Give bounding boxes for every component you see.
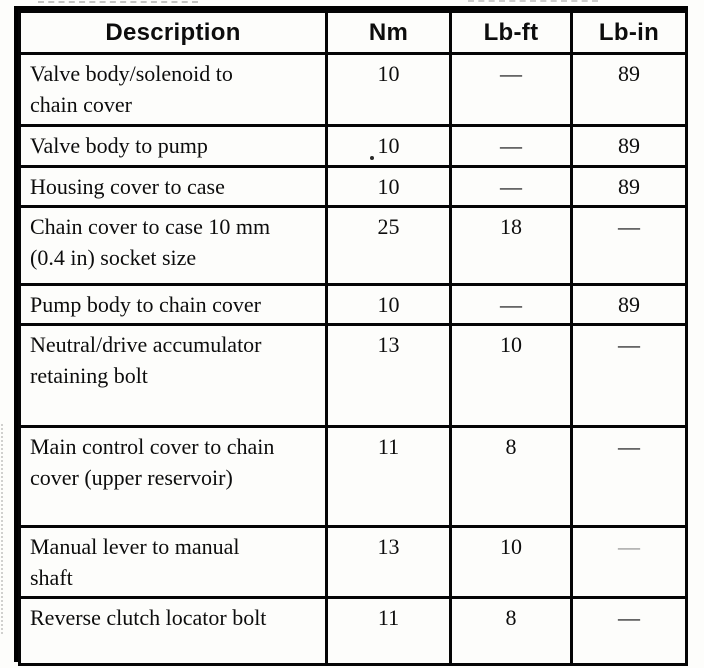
table-row: Reverse clutch locator bolt 11 8 — — [18, 596, 688, 666]
cell-lbin: — — [570, 425, 688, 528]
scan-artifact-smudge — [468, 0, 598, 2]
cell-lbft: 10 — [449, 525, 573, 599]
torque-spec-table-frame: Description Nm Lb-ft Lb-in Valve body/so… — [14, 6, 688, 666]
column-header-lbft: Lb-ft — [449, 10, 573, 55]
cell-nm: 13 — [325, 525, 452, 599]
column-header-nm: Nm — [325, 10, 452, 55]
cell-lbft: — — [449, 124, 573, 168]
cell-description: Housing cover to case — [18, 165, 328, 208]
torque-spec-table: Description Nm Lb-ft Lb-in Valve body/so… — [18, 10, 688, 666]
scan-artifact-smudge — [1, 424, 3, 634]
cell-nm: 10 — [325, 52, 452, 127]
cell-description: Pump body to chain cover — [18, 283, 328, 326]
table-row: Valve body to pump 10 — 89 — [18, 124, 688, 168]
table-row: Main control cover to chain cover (upper… — [18, 425, 688, 528]
cell-lbin: 89 — [570, 124, 688, 168]
cell-nm: 25 — [325, 205, 452, 286]
cell-lbft: 18 — [449, 205, 573, 286]
cell-lbin: 89 — [570, 52, 688, 127]
cell-description: Valve body to pump — [18, 124, 328, 168]
cell-description: Main control cover to chain cover (upper… — [18, 425, 328, 528]
cell-lbin: — — [570, 525, 688, 599]
cell-lbft: 10 — [449, 323, 573, 428]
cell-nm: 10 — [325, 124, 452, 168]
table-row: Housing cover to case 10 — 89 — [18, 165, 688, 208]
cell-lbin: — — [570, 596, 688, 666]
cell-lbin: — — [570, 205, 688, 286]
cell-description: Neutral/drive accumulator retaining bolt — [18, 323, 328, 428]
table-row: Manual lever to manual shaft 13 10 — — [18, 525, 688, 599]
scan-artifact-smudge — [38, 1, 198, 3]
cell-nm: 11 — [325, 425, 452, 528]
cell-nm: 13 — [325, 323, 452, 428]
cell-lbft: 8 — [449, 425, 573, 528]
cell-lbin: — — [570, 323, 688, 428]
cell-nm: 10 — [325, 283, 452, 326]
cell-description: Manual lever to manual shaft — [18, 525, 328, 599]
cell-nm: 10 — [325, 165, 452, 208]
cell-lbin: 89 — [570, 283, 688, 326]
cell-lbft: — — [449, 165, 573, 208]
table-row: Pump body to chain cover 10 — 89 — [18, 283, 688, 326]
cell-description: Reverse clutch locator bolt — [18, 596, 328, 666]
table-row: Valve body/solenoid to chain cover 10 — … — [18, 52, 688, 127]
cell-lbft: — — [449, 52, 573, 127]
cell-nm: 11 — [325, 596, 452, 666]
table-row: Chain cover to case 10 mm (0.4 in) socke… — [18, 205, 688, 286]
table-row: Neutral/drive accumulator retaining bolt… — [18, 323, 688, 428]
cell-description: Chain cover to case 10 mm (0.4 in) socke… — [18, 205, 328, 286]
cell-description: Valve body/solenoid to chain cover — [18, 52, 328, 127]
column-header-description: Description — [18, 10, 328, 55]
header-row: Description Nm Lb-ft Lb-in — [18, 10, 688, 55]
cell-lbft: 8 — [449, 596, 573, 666]
cell-lbft: — — [449, 283, 573, 326]
cell-lbin: 89 — [570, 165, 688, 208]
column-header-lbin: Lb-in — [570, 10, 688, 55]
